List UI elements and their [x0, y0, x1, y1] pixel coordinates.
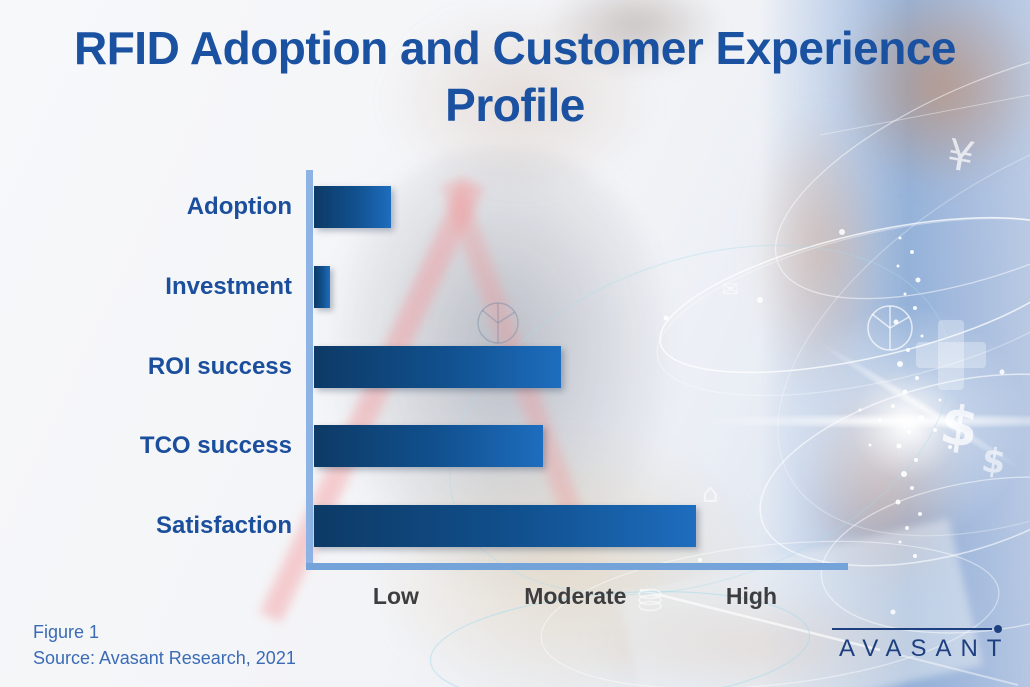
bar-chart: Adoption Investment ROI success TCO success…	[140, 170, 848, 609]
x-tick-high: High	[725, 583, 778, 609]
page-title-line1: RFID Adoption and Customer Experience	[73, 22, 957, 74]
category-label: Adoption	[186, 193, 292, 220]
sparkle-particles	[858, 236, 952, 558]
page-title-line2: Profile	[445, 79, 585, 132]
category-label: Investment	[165, 272, 292, 300]
source-label: Source: Avasant Research, 2021	[33, 648, 296, 668]
y-axis-line	[306, 170, 313, 570]
x-axis-line	[306, 563, 848, 570]
x-tick-low: Low	[372, 583, 419, 609]
figure-caption: Figure 1 Source: Avasant Research, 2021	[33, 619, 296, 671]
wheel-chart-icon	[867, 305, 913, 351]
figure-label: Figure 1	[33, 622, 100, 642]
category-label: TCO success	[139, 432, 292, 460]
x-tick-moderate: Moderate	[524, 583, 627, 609]
page-title: RFID Adoption and Customer Experience Pr…	[0, 20, 1030, 134]
dollar-icon: $	[936, 393, 982, 461]
dollar-small-icon: $	[979, 440, 1008, 483]
logo-rule	[832, 625, 1002, 633]
yen-icon: ¥	[943, 129, 978, 182]
bars-container	[313, 170, 848, 563]
bar-adoption	[314, 186, 392, 228]
category-label: ROI success	[147, 352, 292, 380]
logo-dot	[994, 625, 1002, 633]
bar-satisfaction	[314, 505, 696, 548]
avasant-logo: AVASANT	[830, 625, 1011, 663]
bar-roi-success	[314, 345, 562, 388]
bar-tco-success	[314, 425, 543, 468]
coins-icon	[638, 588, 662, 612]
bar-investment	[314, 265, 331, 308]
category-label: Satisfaction	[155, 512, 292, 540]
logo-text: AVASANT	[839, 635, 1011, 662]
plus-icon	[916, 320, 986, 390]
